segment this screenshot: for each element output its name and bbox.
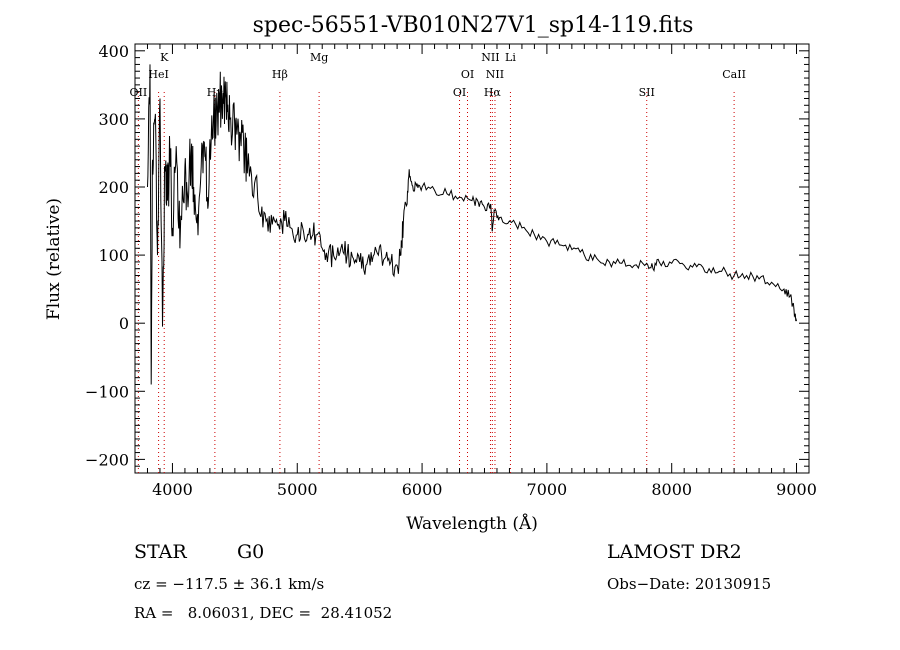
plot-frame <box>134 43 810 474</box>
line-label: Hγ <box>207 86 224 99</box>
line-label: Hα <box>484 86 502 99</box>
line-label: CaII <box>722 68 746 81</box>
line-label: HeI <box>148 68 168 81</box>
line-label: Mg <box>310 51 328 64</box>
line-label: OI <box>453 86 466 99</box>
line-label: Hβ <box>272 68 288 81</box>
y-tick-label: 200 <box>98 178 129 197</box>
x-tick-label: 7000 <box>527 480 568 499</box>
x-tick-label: 4000 <box>152 480 193 499</box>
chart-title: spec-56551-VB010N27V1_sp14-119.fits <box>253 13 694 38</box>
object-class: STAR <box>134 541 187 563</box>
x-tick-label: 5000 <box>277 480 318 499</box>
line-label: OI <box>461 68 474 81</box>
y-tick-label: 0 <box>119 314 129 333</box>
x-tick-label: 6000 <box>402 480 443 499</box>
subclass: G0 <box>237 541 265 563</box>
y-tick-label: 300 <box>98 110 129 129</box>
x-tick-label: 9000 <box>776 480 817 499</box>
line-label: Li <box>505 51 516 64</box>
obs-date: Obs−Date: 20130915 <box>607 575 772 593</box>
redshift-text: cz = −117.5 ± 36.1 km/s <box>134 575 325 593</box>
line-label: SII <box>639 86 655 99</box>
y-axis-label: Flux (relative) <box>44 198 64 320</box>
y-tick-label: −200 <box>85 450 129 469</box>
line-label: K <box>160 51 169 64</box>
line-label: NII <box>486 68 504 81</box>
coordinates: RA = 8.06031, DEC = 28.41052 <box>134 604 393 622</box>
line-label: OII <box>130 86 148 99</box>
line-label: NII <box>481 51 499 64</box>
survey-label: LAMOST DR2 <box>607 541 742 563</box>
y-tick-label: −100 <box>85 382 129 401</box>
x-tick-label: 8000 <box>651 480 692 499</box>
x-axis-label: Wavelength (Å) <box>406 513 538 534</box>
y-tick-label: 400 <box>98 42 129 61</box>
y-tick-label: 100 <box>98 246 129 265</box>
spectrum-series <box>147 64 797 385</box>
